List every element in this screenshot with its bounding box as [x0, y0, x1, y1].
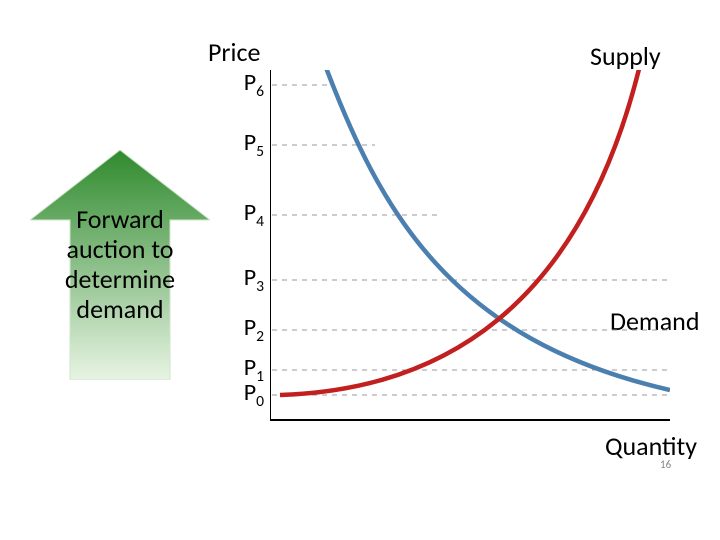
tick-p0: P0	[230, 378, 264, 411]
supply-demand-chart	[270, 70, 670, 430]
slide-number: 16	[660, 458, 671, 471]
tick-p2: P2	[230, 313, 264, 346]
tick-p6: P6	[230, 68, 264, 101]
forward-auction-arrow: Forward auction to determine demand	[30, 150, 210, 380]
x-axis-title: Quantity	[605, 430, 697, 462]
arrow-line-1: auction to	[30, 235, 210, 265]
arrow-line-3: demand	[30, 295, 210, 325]
tick-p4: P4	[230, 198, 264, 231]
tick-p3: P3	[230, 263, 264, 296]
arrow-line-0: Forward	[30, 205, 210, 235]
y-axis-title: Price	[208, 36, 260, 68]
tick-p5: P5	[230, 128, 264, 161]
slide-stage: Forward auction to determine demand Pric…	[0, 0, 720, 540]
arrow-line-2: determine	[30, 265, 210, 295]
supply-label: Supply	[590, 40, 661, 72]
